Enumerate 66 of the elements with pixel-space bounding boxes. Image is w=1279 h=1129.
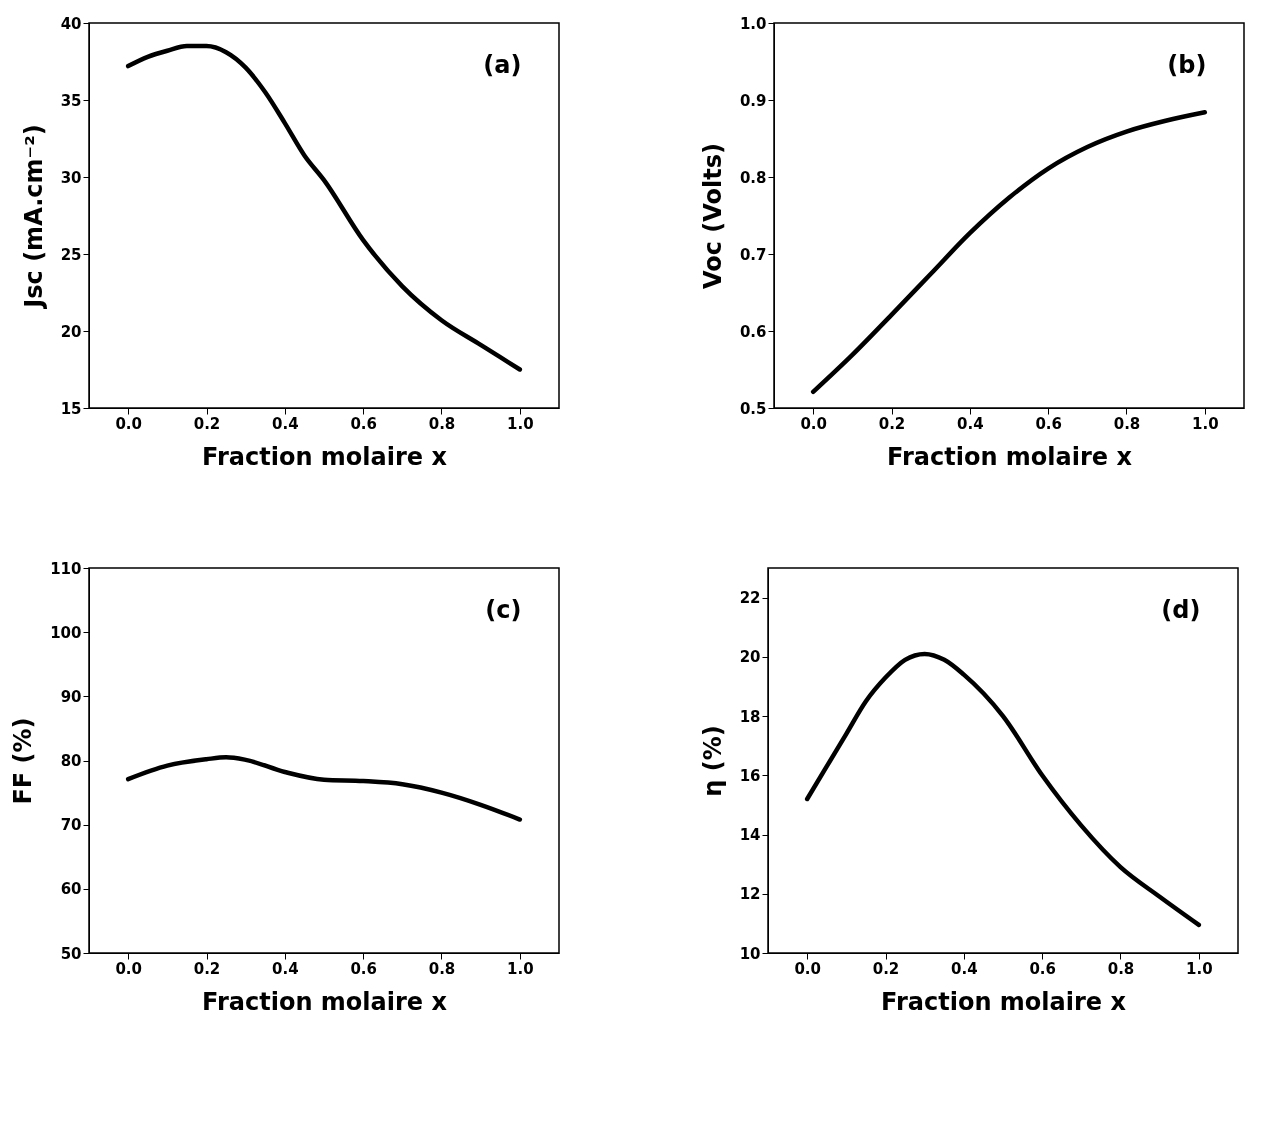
y-axis-title: Voc (Volts) bbox=[698, 142, 727, 290]
x-tick-label: 0.8 bbox=[428, 414, 456, 433]
x-axis-title: Fraction molaire x bbox=[881, 987, 1127, 1016]
x-tick-label: 0.2 bbox=[878, 414, 906, 433]
y-tick-label: 10 bbox=[739, 944, 761, 963]
x-tick-label: 0.0 bbox=[800, 414, 827, 433]
y-tick-label: 70 bbox=[60, 816, 82, 835]
y-tick-label: 15 bbox=[60, 399, 82, 418]
x-tick-label: 0.6 bbox=[350, 414, 377, 433]
x-tick-label: 0.4 bbox=[957, 414, 984, 433]
x-axis-title: Fraction molaire x bbox=[887, 442, 1133, 471]
y-tick-label: 40 bbox=[60, 14, 82, 33]
annotation: (d) bbox=[1161, 595, 1201, 624]
x-tick-label: 0.6 bbox=[1035, 414, 1062, 433]
y-tick-label: 14 bbox=[739, 826, 761, 845]
x-tick-label: 1.0 bbox=[1192, 414, 1219, 433]
y-tick-label: 18 bbox=[739, 707, 761, 726]
annotation: (b) bbox=[1167, 50, 1207, 79]
x-tick-label: 0.6 bbox=[1029, 959, 1056, 978]
x-tick-label: 0.8 bbox=[1113, 414, 1141, 433]
line-series bbox=[125, 43, 523, 372]
y-tick-label: 0.6 bbox=[739, 322, 767, 341]
y-tick-label: 35 bbox=[60, 91, 82, 110]
y-tick-label: 110 bbox=[50, 559, 82, 578]
x-tick-label: 0.2 bbox=[193, 414, 221, 433]
y-tick-label: 80 bbox=[60, 752, 82, 770]
x-tick-label: 1.0 bbox=[507, 414, 534, 433]
line-series bbox=[810, 110, 1208, 395]
x-tick-label: 0.6 bbox=[350, 959, 377, 978]
x-axis-title: Fraction molaire x bbox=[202, 442, 448, 471]
x-tick-label: 0.2 bbox=[193, 959, 221, 978]
x-tick-label: 1.0 bbox=[507, 959, 534, 978]
x-tick-label: 0.8 bbox=[1107, 959, 1135, 978]
y-axis-title: Jsc (mA.cm⁻²) bbox=[19, 124, 48, 310]
y-axis-title: η (%) bbox=[698, 725, 727, 797]
y-tick-label: 0.5 bbox=[739, 399, 767, 418]
line-series bbox=[804, 651, 1202, 928]
y-tick-label: 50 bbox=[60, 944, 82, 963]
y-tick-label: 90 bbox=[60, 687, 82, 706]
y-tick-label: 12 bbox=[739, 885, 761, 904]
line-series bbox=[125, 755, 523, 822]
y-tick-label: 22 bbox=[739, 589, 761, 608]
y-tick-label: 0.9 bbox=[739, 91, 767, 110]
y-tick-label: 30 bbox=[60, 168, 82, 187]
y-tick-label: 0.8 bbox=[739, 168, 767, 187]
y-tick-label: 20 bbox=[739, 648, 761, 667]
annotation: (a) bbox=[483, 50, 522, 79]
y-tick-label: 0.7 bbox=[739, 245, 767, 264]
annotation: (c) bbox=[485, 595, 522, 624]
y-tick-label: 16 bbox=[739, 766, 761, 785]
x-tick-label: 0.4 bbox=[951, 959, 978, 978]
y-tick-label: 100 bbox=[50, 623, 82, 642]
y-tick-label: 25 bbox=[60, 245, 82, 264]
x-tick-label: 0.4 bbox=[272, 414, 299, 433]
x-tick-label: 1.0 bbox=[1186, 959, 1213, 978]
y-tick-label: 20 bbox=[60, 322, 82, 341]
x-tick-label: 0.8 bbox=[428, 959, 456, 978]
y-tick-label: 1.0 bbox=[739, 14, 767, 33]
x-tick-label: 0.4 bbox=[272, 959, 299, 978]
y-tick-label: 60 bbox=[60, 880, 82, 899]
x-tick-label: 0.0 bbox=[115, 959, 142, 978]
x-tick-label: 0.0 bbox=[794, 959, 821, 978]
x-tick-label: 0.0 bbox=[115, 414, 142, 433]
x-axis-title: Fraction molaire x bbox=[202, 987, 448, 1016]
x-tick-label: 0.2 bbox=[872, 959, 900, 978]
y-axis-title: FF (%) bbox=[9, 717, 38, 805]
